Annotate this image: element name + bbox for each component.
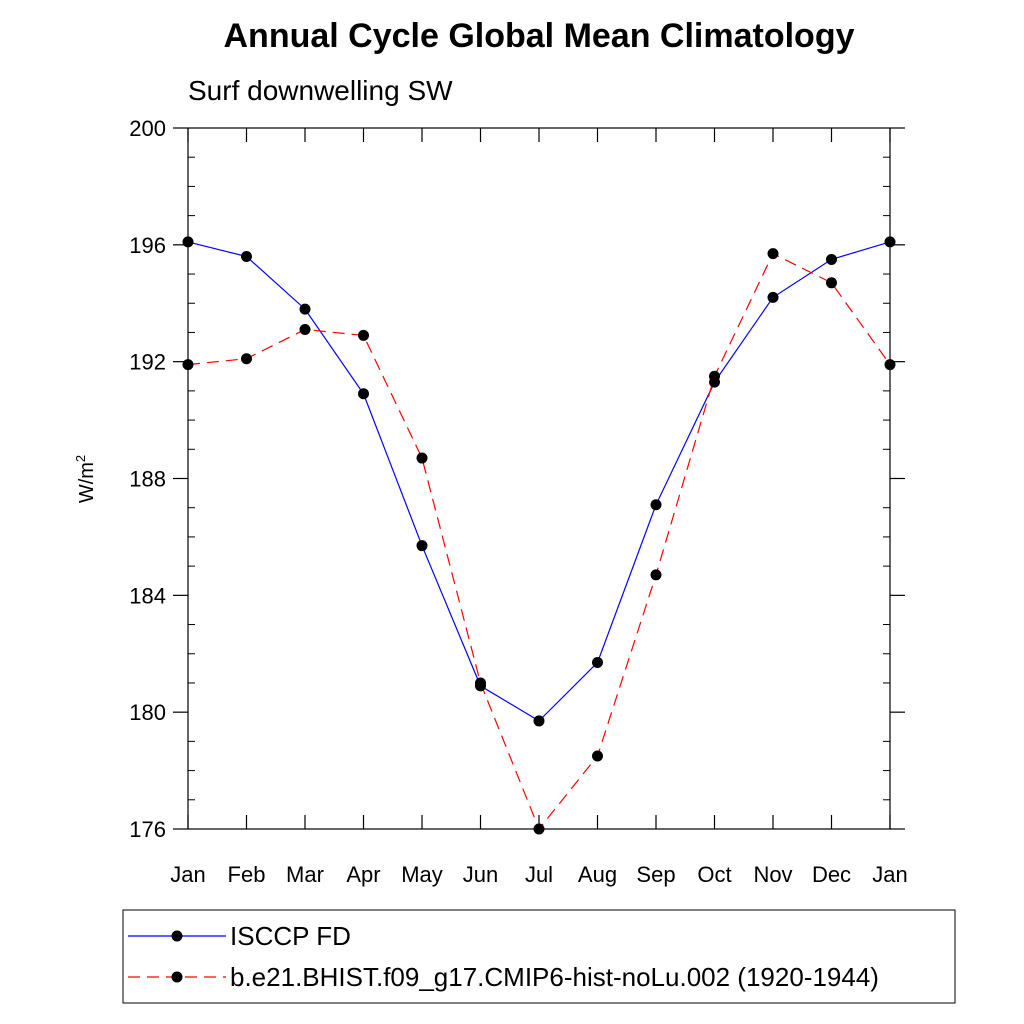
legend-label: b.e21.BHIST.f09_g17.CMIP6-hist-noLu.002 … [230, 962, 879, 992]
y-tick-label: 188 [129, 467, 166, 492]
data-point [416, 540, 428, 552]
data-point [299, 324, 311, 336]
x-tick-label: Dec [812, 862, 851, 887]
data-point [358, 329, 369, 341]
y-axis-label-superscript: 2 [73, 455, 88, 462]
y-tick-label: 176 [129, 817, 166, 842]
data-point [533, 715, 545, 727]
legend-marker [171, 971, 183, 983]
data-point [592, 750, 603, 762]
data-point [650, 569, 662, 581]
y-axis-label-base: W/m [76, 462, 98, 503]
legend: ISCCP FD b.e21.BHIST.f09_g17.CMIP6-hist-n… [128, 921, 879, 992]
x-tick-label: May [401, 862, 443, 887]
x-tick-label: Feb [228, 862, 266, 887]
series-lines [187, 241, 891, 831]
y-axis-label: W/m2 [73, 455, 98, 503]
data-point [709, 370, 720, 382]
y-tick-label: 200 [129, 116, 166, 141]
x-tick-label: Mar [286, 862, 324, 887]
data-point [884, 236, 896, 248]
data-point [767, 291, 779, 303]
data-point [241, 251, 252, 263]
y-tick-label: 180 [129, 700, 166, 725]
x-tick-label: Sep [636, 862, 675, 887]
data-point [182, 359, 194, 371]
legend-box [122, 909, 956, 1004]
series-line [187, 252, 891, 831]
data-point [826, 277, 837, 289]
chart-title: Annual Cycle Global Mean Climatology [224, 17, 855, 55]
x-tick-label: Oct [697, 862, 731, 887]
series-markers [182, 236, 896, 835]
data-point [299, 303, 311, 315]
y-tick-label: 196 [129, 233, 166, 258]
svg-text:W/m2: W/m2 [73, 455, 98, 503]
data-point [884, 359, 896, 371]
data-point [533, 823, 545, 835]
x-tick-label: Jun [463, 862, 498, 887]
x-tick-labels: Jan Feb Mar Apr May Jun Jul Aug Sep Oct Nov Dec Jan [170, 862, 907, 887]
x-tick-label: Jul [525, 862, 553, 887]
x-tick-label: Jan [872, 862, 907, 887]
data-point [358, 388, 369, 400]
x-tick-label: Aug [578, 862, 617, 887]
data-point [416, 452, 428, 464]
data-point [241, 353, 252, 365]
legend-marker [171, 930, 183, 942]
data-point [182, 236, 194, 248]
data-point [826, 253, 837, 265]
series-line [187, 241, 891, 722]
y-tick-label: 184 [129, 583, 166, 608]
y-tick-label: 192 [129, 350, 166, 375]
data-point [650, 499, 662, 511]
data-point [767, 248, 779, 260]
chart-subtitle: Surf downwelling SW [188, 75, 453, 106]
data-point [475, 677, 486, 689]
x-tick-label: Apr [346, 862, 380, 887]
y-tick-labels: 176 180 184 188 192 196 200 [129, 116, 166, 842]
data-point [592, 657, 603, 669]
x-tick-label: Jan [170, 862, 205, 887]
x-tick-label: Nov [753, 862, 792, 887]
legend-label: ISCCP FD [230, 921, 351, 951]
